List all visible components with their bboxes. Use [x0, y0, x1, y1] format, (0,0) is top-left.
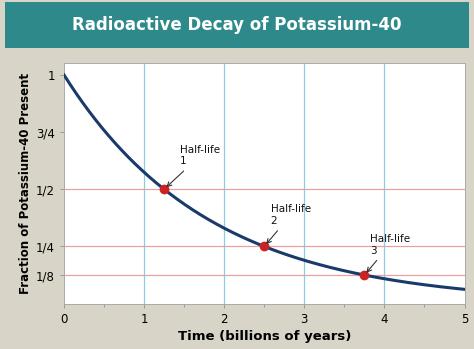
- Text: Half-life
3: Half-life 3: [367, 234, 410, 272]
- Text: Half-life
1: Half-life 1: [167, 145, 220, 186]
- X-axis label: Time (billions of years): Time (billions of years): [178, 330, 351, 343]
- Text: Half-life
2: Half-life 2: [267, 204, 311, 243]
- Text: Radioactive Decay of Potassium-40: Radioactive Decay of Potassium-40: [72, 16, 402, 34]
- Y-axis label: Fraction of Potassium-40 Present: Fraction of Potassium-40 Present: [19, 73, 32, 294]
